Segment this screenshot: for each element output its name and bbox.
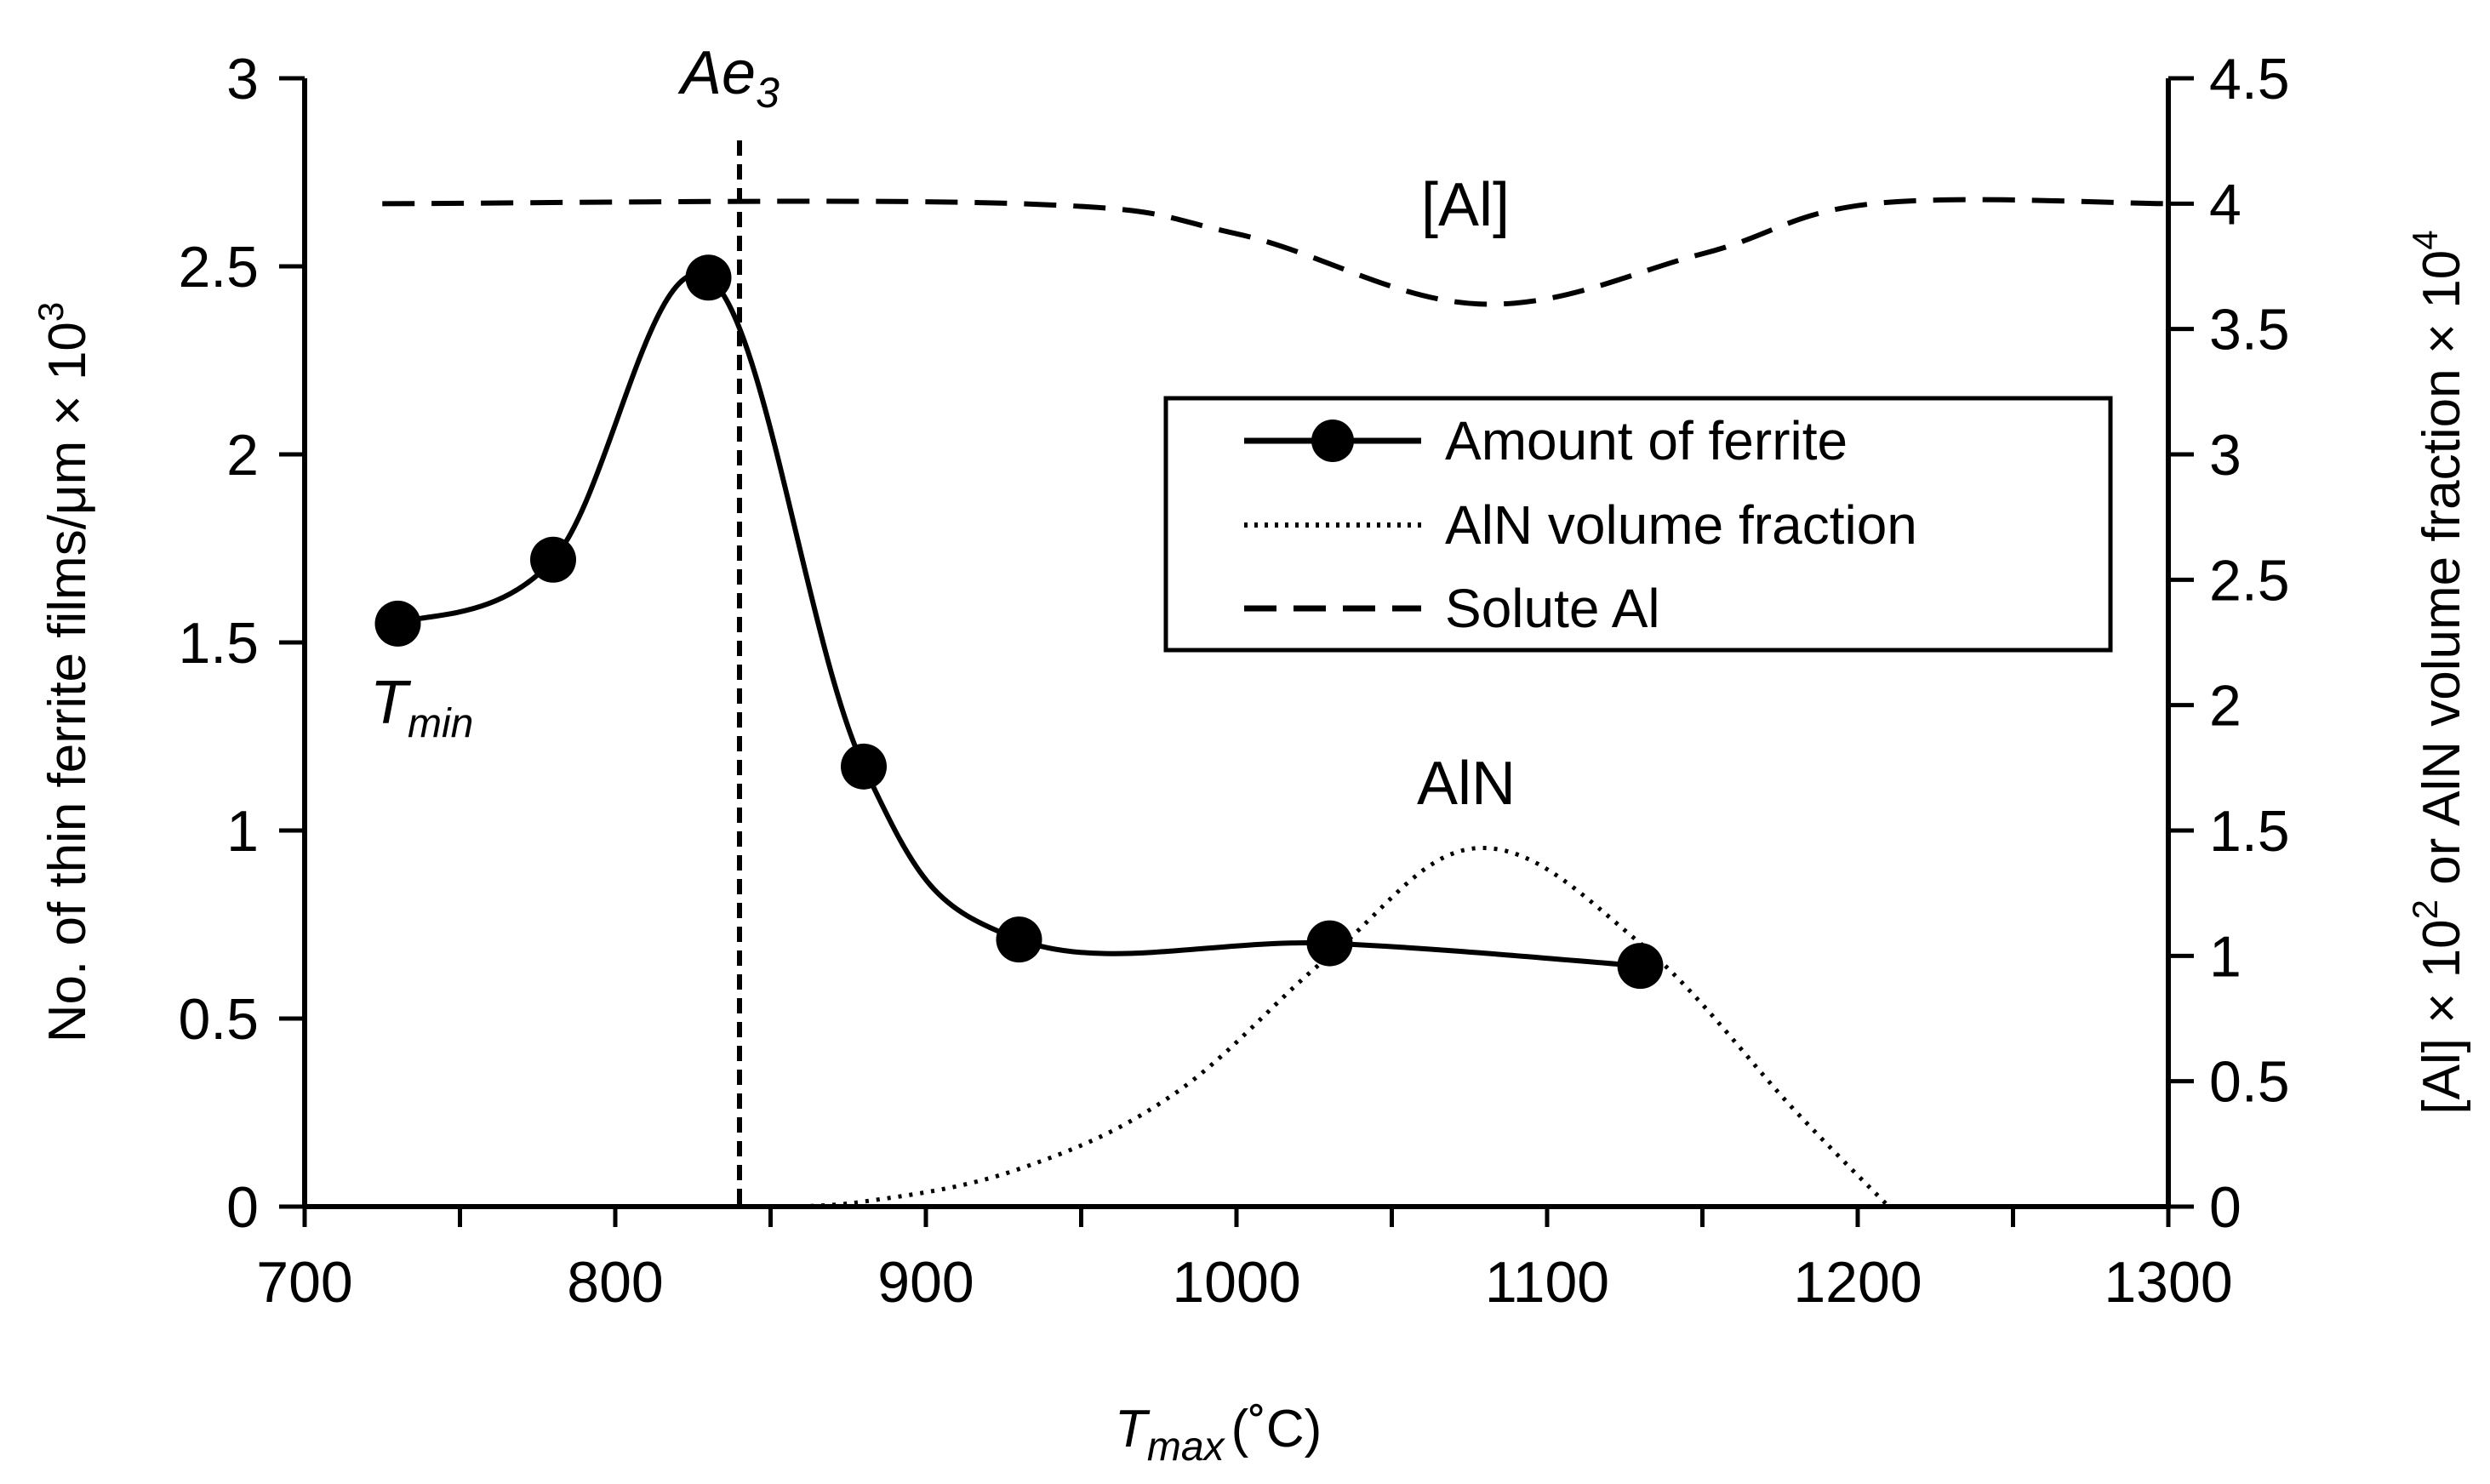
x-tick-label: 800: [567, 1250, 663, 1315]
aln-volume-fraction-curve: [755, 846, 1891, 1209]
tmin-subscript: min: [408, 701, 473, 746]
solute-al-curve: [382, 197, 2169, 307]
y-left-tick-label: 2.5: [178, 235, 259, 300]
y-left-axis-title: No. of thin ferrite films/μm × 103: [31, 302, 97, 1043]
x-tick-label: 1100: [1485, 1250, 1609, 1315]
y-right-tick-label: 1: [2209, 924, 2242, 989]
ferrite-data-point: [530, 536, 576, 583]
y-right-tick-label: 3: [2209, 423, 2242, 488]
legend-aln-label: AlN volume fraction: [1445, 494, 1917, 556]
y-right-tick-label: 4.5: [2209, 47, 2290, 111]
y-right-tick-label: 0: [2209, 1175, 2242, 1240]
y-left-tick-label: 0: [226, 1175, 259, 1240]
y-right-tick-label: 2: [2209, 674, 2242, 739]
x-tick-label: 700: [256, 1250, 352, 1315]
x-axis-title: Tmax (˚C): [1115, 1400, 1322, 1470]
legend-ferrite-label: Amount of ferrite: [1445, 410, 1848, 471]
y-right-tick-label: 1.5: [2209, 799, 2290, 864]
y-right-tick-label: 2.5: [2209, 548, 2290, 613]
y-left-axis-title-superscript: 3: [31, 302, 71, 322]
ferrite-data-point: [1306, 920, 1353, 967]
legend-ferrite-marker: [1311, 420, 1354, 462]
x-tick-label: 1200: [1793, 1250, 1922, 1315]
ferrite-data-point: [841, 743, 887, 790]
axes: 700 800 900 1000 1100 1200 1300 0 0.5 1 1.5 2 2.5 3 0 0…: [178, 47, 2289, 1315]
y-right-axis-title-superscript-b: 4: [2405, 230, 2445, 249]
y-right-tick-label: 0.5: [2209, 1050, 2290, 1115]
ferrite-data-point: [996, 916, 1042, 963]
y-left-tick-label: 3: [226, 47, 259, 111]
ferrite-data-point: [685, 254, 732, 301]
y-right-axis-title-superscript-a: 2: [2405, 899, 2445, 919]
legend: Amount of ferrite AlN volume fraction So…: [1163, 396, 2113, 653]
series-layer: [374, 140, 2169, 1209]
y-left-tick-label: 1: [226, 799, 259, 864]
legend-solute-label: Solute Al: [1445, 578, 1660, 639]
y-right-tick-label: 4: [2209, 172, 2242, 237]
y-right-tick-label: 3.5: [2209, 298, 2290, 362]
al-annotation: [Al]: [1421, 171, 1510, 239]
y-left-tick-label: 0.5: [178, 987, 259, 1052]
y-left-tick-label: 1.5: [178, 611, 259, 676]
tmin-label: Tmin: [370, 669, 473, 746]
x-tick-label: 1300: [2104, 1250, 2232, 1315]
aln-annotation: AlN: [1417, 750, 1516, 818]
ferrite-data-point: [1617, 943, 1664, 990]
x-tick-label: 900: [877, 1250, 974, 1315]
ae3-label: Ae3: [677, 39, 780, 117]
y-right-axis-title: [Al] × 102 or AlN volume fraction × 104: [2405, 230, 2471, 1114]
ae3-subscript: 3: [756, 69, 780, 117]
ferrite-data-point: [374, 600, 421, 647]
x-tick-label: 1000: [1172, 1250, 1300, 1315]
x-axis-title-subscript: max: [1147, 1424, 1226, 1470]
annotation-layer: Ae3 [Al] AlN Tmin: [370, 39, 1516, 818]
y-left-tick-label: 2: [226, 423, 259, 488]
axis-titles: Tmax (˚C) No. of thin ferrite films/μm × …: [31, 230, 2471, 1470]
